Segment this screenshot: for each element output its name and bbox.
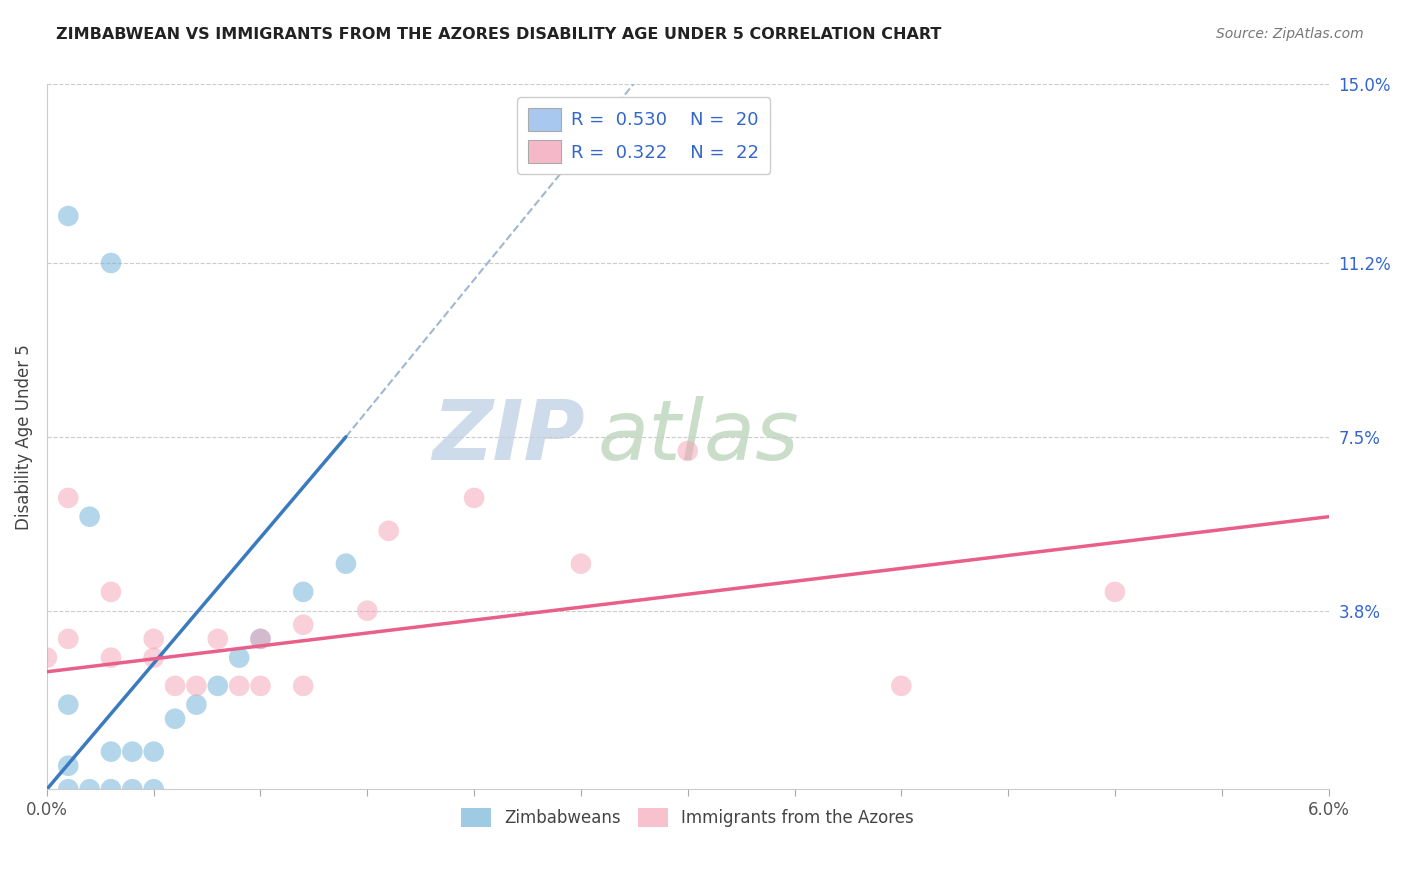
Point	[58, 758, 80, 772]
Point	[142, 745, 165, 759]
Point	[292, 679, 315, 693]
Point	[121, 782, 143, 797]
Point	[335, 557, 357, 571]
Point	[100, 782, 122, 797]
Point	[142, 782, 165, 797]
Point	[100, 650, 122, 665]
Point	[186, 698, 208, 712]
Point	[100, 256, 122, 270]
Point	[121, 745, 143, 759]
Point	[58, 632, 80, 646]
Point	[249, 632, 271, 646]
Point	[165, 679, 187, 693]
Point	[186, 679, 208, 693]
Point	[100, 585, 122, 599]
Point	[35, 650, 58, 665]
Point	[58, 209, 80, 223]
Text: atlas: atlas	[598, 396, 800, 477]
Point	[377, 524, 399, 538]
Point	[356, 604, 378, 618]
Point	[142, 632, 165, 646]
Point	[249, 632, 271, 646]
Point	[292, 585, 315, 599]
Point	[58, 698, 80, 712]
Point	[100, 745, 122, 759]
Point	[79, 782, 101, 797]
Point	[228, 650, 250, 665]
Point	[207, 679, 229, 693]
Point	[142, 650, 165, 665]
Point	[292, 617, 315, 632]
Point	[58, 782, 80, 797]
Point	[58, 491, 80, 505]
Point	[165, 712, 187, 726]
Point	[228, 679, 250, 693]
Point	[249, 679, 271, 693]
Y-axis label: Disability Age Under 5: Disability Age Under 5	[15, 344, 32, 530]
Point	[1104, 585, 1126, 599]
Point	[890, 679, 912, 693]
Legend: Zimbabweans, Immigrants from the Azores: Zimbabweans, Immigrants from the Azores	[454, 801, 921, 834]
Point	[207, 632, 229, 646]
Point	[463, 491, 485, 505]
Point	[569, 557, 592, 571]
Point	[676, 444, 699, 458]
Point	[79, 509, 101, 524]
Text: ZIMBABWEAN VS IMMIGRANTS FROM THE AZORES DISABILITY AGE UNDER 5 CORRELATION CHAR: ZIMBABWEAN VS IMMIGRANTS FROM THE AZORES…	[56, 27, 942, 42]
Text: Source: ZipAtlas.com: Source: ZipAtlas.com	[1216, 27, 1364, 41]
Text: ZIP: ZIP	[433, 396, 585, 477]
